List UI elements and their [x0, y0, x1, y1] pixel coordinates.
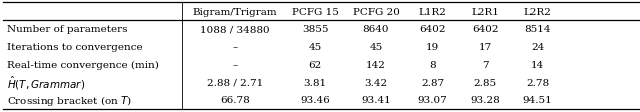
Text: Bigram/Trigram: Bigram/Trigram — [193, 8, 278, 17]
Text: Real-time convergence (min): Real-time convergence (min) — [7, 60, 159, 69]
Text: 45: 45 — [308, 43, 322, 52]
Text: –: – — [232, 60, 238, 69]
Text: 17: 17 — [479, 43, 492, 52]
Text: PCFG 15: PCFG 15 — [292, 8, 339, 17]
Text: 45: 45 — [369, 43, 383, 52]
Text: L1R2: L1R2 — [419, 8, 447, 17]
Text: 19: 19 — [426, 43, 439, 52]
Text: Crossing bracket (on $T$): Crossing bracket (on $T$) — [7, 93, 132, 107]
Text: 93.41: 93.41 — [361, 95, 391, 104]
Text: 3.81: 3.81 — [303, 78, 327, 87]
Text: 94.51: 94.51 — [523, 95, 552, 104]
Text: 142: 142 — [366, 60, 386, 69]
Text: 2.87: 2.87 — [421, 78, 444, 87]
Text: 7: 7 — [482, 60, 488, 69]
Text: 2.88 / 2.71: 2.88 / 2.71 — [207, 78, 263, 87]
Text: $\hat{H}(T,\mathit{Grammar})$: $\hat{H}(T,\mathit{Grammar})$ — [7, 74, 85, 91]
Text: 3.42: 3.42 — [364, 78, 388, 87]
Text: L2R2: L2R2 — [524, 8, 552, 17]
Text: Number of parameters: Number of parameters — [7, 25, 127, 34]
Text: 93.28: 93.28 — [470, 95, 500, 104]
Text: 93.07: 93.07 — [418, 95, 447, 104]
Text: 8514: 8514 — [524, 25, 551, 34]
Text: 24: 24 — [531, 43, 544, 52]
Text: 6402: 6402 — [419, 25, 446, 34]
Text: –: – — [232, 43, 238, 52]
Text: PCFG 20: PCFG 20 — [353, 8, 399, 17]
Text: 2.78: 2.78 — [526, 78, 549, 87]
Text: 8640: 8640 — [363, 25, 389, 34]
Text: 1088 / 34880: 1088 / 34880 — [200, 25, 270, 34]
Text: 3855: 3855 — [302, 25, 328, 34]
Text: 2.85: 2.85 — [474, 78, 497, 87]
Text: 6402: 6402 — [472, 25, 499, 34]
Text: 8: 8 — [429, 60, 436, 69]
Text: Iterations to convergence: Iterations to convergence — [7, 43, 143, 52]
Text: 66.78: 66.78 — [220, 95, 250, 104]
Text: L2R1: L2R1 — [471, 8, 499, 17]
Text: 62: 62 — [308, 60, 322, 69]
Text: 93.46: 93.46 — [300, 95, 330, 104]
Text: 14: 14 — [531, 60, 544, 69]
